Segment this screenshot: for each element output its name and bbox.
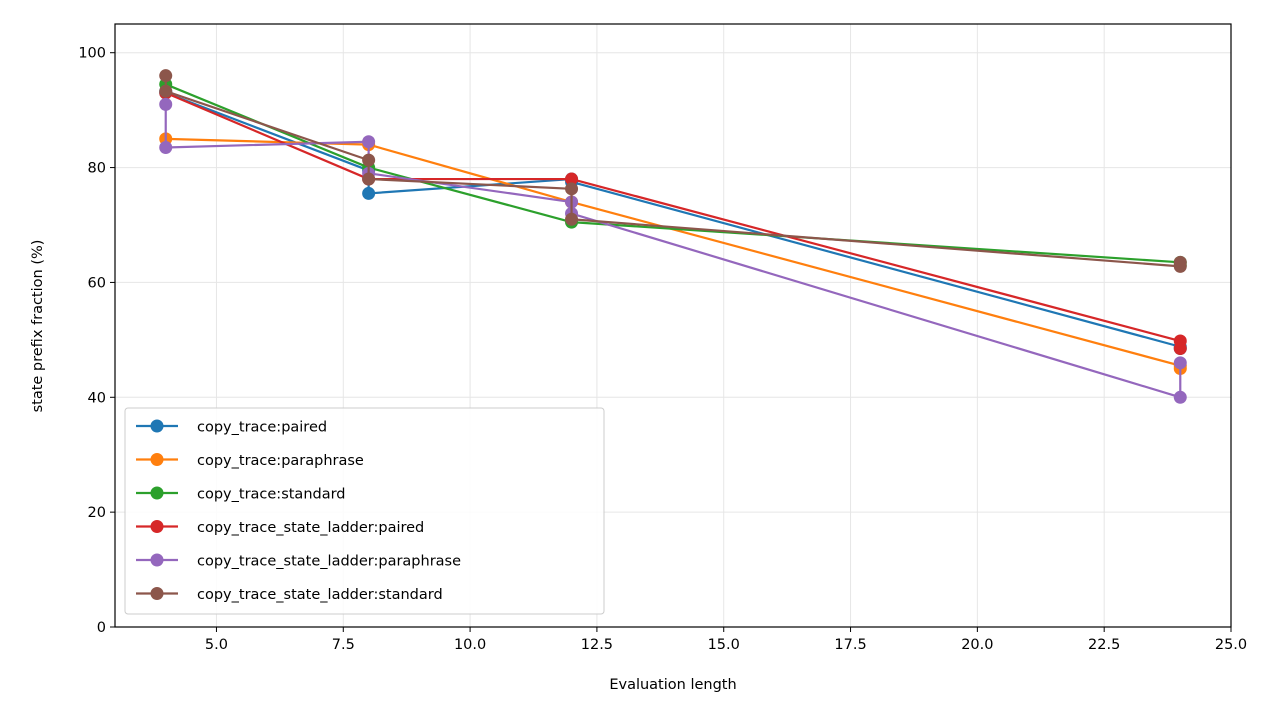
legend-marker xyxy=(150,419,164,433)
data-point xyxy=(362,135,376,149)
legend-label: copy_trace_state_ladder:paraphrase xyxy=(197,554,461,570)
legend-label: copy_trace_state_ladder:paired xyxy=(197,520,424,536)
data-point xyxy=(1173,255,1187,269)
y-tick-label: 100 xyxy=(78,46,106,62)
legend-label: copy_trace:paraphrase xyxy=(197,453,364,469)
x-tick-label: 22.5 xyxy=(1088,637,1120,653)
data-point xyxy=(565,182,579,196)
data-point xyxy=(1173,390,1187,404)
legend-box xyxy=(124,407,605,615)
data-point xyxy=(1173,356,1187,370)
series-layer xyxy=(159,69,1187,404)
legend-label: copy_trace_state_ladder:standard xyxy=(197,587,443,603)
legend-marker xyxy=(150,453,164,466)
x-tick-label: 20.0 xyxy=(961,637,993,653)
legend-marker xyxy=(150,520,164,533)
legend-label: copy_trace:paired xyxy=(197,420,327,436)
legend-marker xyxy=(150,486,164,500)
series-line xyxy=(164,104,1182,399)
x-axis-ticks: 5.0 7.5 10.0 12.5 15.0 17.5 20.0 22.5 25.0 xyxy=(205,627,1247,653)
plot-area-frame xyxy=(114,23,1232,628)
y-axis-label: state prefix fraction (%) xyxy=(30,240,46,413)
y-tick-label: 0 xyxy=(97,620,106,636)
legend: copy_trace:paired copy_trace:paraphraseco… xyxy=(124,407,605,615)
data-point xyxy=(159,140,173,154)
y-tick-label: 40 xyxy=(88,390,106,406)
data-point xyxy=(159,69,173,83)
legend-label: copy_trace:standard xyxy=(197,487,346,503)
y-tick-label: 20 xyxy=(88,505,106,521)
x-tick-label: 7.5 xyxy=(332,637,355,653)
legend-marker xyxy=(150,553,164,567)
legend-marker xyxy=(150,587,164,600)
series-line xyxy=(164,91,1182,349)
data-point xyxy=(159,97,173,111)
x-tick-label: 25.0 xyxy=(1215,637,1247,653)
x-tick-label: 15.0 xyxy=(708,637,740,653)
y-tick-label: 80 xyxy=(88,161,106,177)
x-tick-label: 10.0 xyxy=(454,637,486,653)
y-axis-ticks: 0 20 40 60 80 100 xyxy=(78,46,115,636)
data-point xyxy=(1173,341,1187,355)
series-5 xyxy=(159,69,1187,273)
series-line xyxy=(164,75,1182,268)
x-axis-label: Evaluation length xyxy=(609,677,736,693)
data-point xyxy=(565,212,579,226)
data-point xyxy=(565,172,579,186)
x-tick-label: 17.5 xyxy=(834,637,866,653)
x-tick-label: 12.5 xyxy=(581,637,613,653)
data-point xyxy=(362,172,376,186)
data-point xyxy=(362,153,376,167)
x-tick-label: 5.0 xyxy=(205,637,228,653)
y-tick-label: 60 xyxy=(88,275,106,291)
data-point xyxy=(362,186,376,200)
data-point xyxy=(159,84,173,98)
